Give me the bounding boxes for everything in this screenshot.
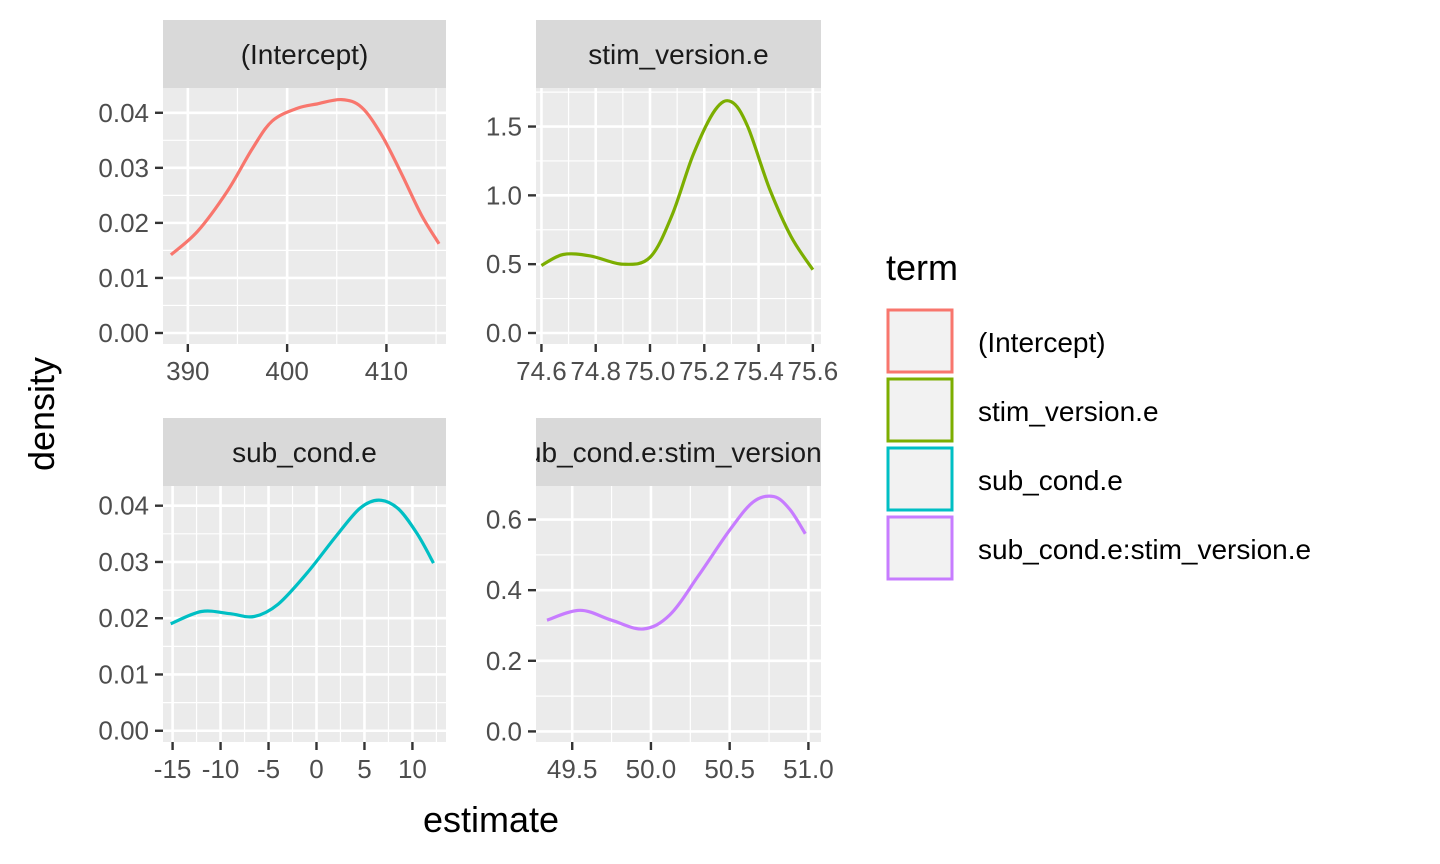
- legend-title: term: [886, 247, 958, 288]
- x-tick-label: 75.0: [625, 356, 676, 386]
- x-tick-label: 390: [166, 356, 209, 386]
- legend-key-intercept: [886, 308, 954, 374]
- density-line-sub-cond-e-stim-version-e: [546, 494, 807, 631]
- y-tick-label: 0.04: [98, 98, 149, 128]
- panel-background: [536, 88, 821, 344]
- strip-background: [536, 418, 821, 486]
- x-tick-label: 49.5: [547, 754, 598, 784]
- x-tick-label: -10: [202, 754, 240, 784]
- x-tick-label: 74.6: [516, 356, 567, 386]
- strip-background: [536, 20, 821, 88]
- x-tick-label: 75.2: [679, 356, 730, 386]
- strip-label: stim_version.e: [588, 39, 769, 70]
- x-tick-label: 75.4: [733, 356, 784, 386]
- strip-label: sub_cond.e:stim_version.e: [512, 437, 845, 468]
- x-tick-label: 5: [357, 754, 371, 784]
- x-tick-label: 51.0: [783, 754, 834, 784]
- strip-label: sub_cond.e: [232, 437, 377, 468]
- legend-entry-intercept: (Intercept): [886, 308, 1106, 374]
- legend-entry-sub-cond-e-stim-version-e: sub_cond.e:stim_version.e: [886, 515, 1311, 581]
- density-line-sub-cond-e: [170, 498, 435, 626]
- density-line-intercept: [169, 97, 441, 257]
- strip-background: [163, 418, 446, 486]
- legend-key-sub-cond-e: [886, 446, 954, 512]
- facet-sub-cond-e: sub_cond.e -15 -10 -5 0 5 10 0.00 0.01 0.02 0.03 0.…: [98, 418, 446, 784]
- y-tick-label: 0.5: [486, 249, 522, 279]
- legend-entry-stim-version-e: stim_version.e: [886, 377, 1159, 443]
- panel-background: [163, 486, 446, 742]
- legend-label: (Intercept): [978, 327, 1106, 358]
- legend-key-stim-version-e: [886, 377, 954, 443]
- y-tick-label: 1.5: [486, 112, 522, 142]
- x-tick-label: 50.5: [704, 754, 755, 784]
- legend-label: sub_cond.e:stim_version.e: [978, 534, 1311, 565]
- y-tick-label: 1.0: [486, 180, 522, 210]
- legend-label: sub_cond.e: [978, 465, 1123, 496]
- x-tick-label: 410: [365, 356, 408, 386]
- strip-background: [163, 20, 446, 88]
- y-tick-label: 0.0: [486, 716, 522, 746]
- y-tick-label: 0.4: [486, 575, 522, 605]
- y-tick-label: 0.6: [486, 505, 522, 535]
- x-tick-label: 74.8: [570, 356, 621, 386]
- y-tick-label: 0.02: [98, 603, 149, 633]
- y-tick-label: 0.01: [98, 659, 149, 689]
- y-axis-title: density: [21, 357, 62, 471]
- x-tick-label: -5: [257, 754, 280, 784]
- y-tick-label: 0.2: [486, 646, 522, 676]
- legend-key-sub-cond-e-stim-version-e: [886, 515, 954, 581]
- density-line-stim-version-e: [540, 99, 815, 271]
- x-tick-label: 10: [398, 754, 427, 784]
- x-tick-label: 400: [265, 356, 308, 386]
- y-tick-label: 0.00: [98, 318, 149, 348]
- legend-entry-sub-cond-e: sub_cond.e: [886, 446, 1123, 512]
- legend: term (Intercept) stim_version.e sub_cond.e…: [886, 247, 1311, 581]
- x-tick-label: -15: [154, 754, 192, 784]
- y-tick-label: 0.03: [98, 153, 149, 183]
- x-axis-title: estimate: [423, 799, 559, 840]
- facet-sub-cond-e-stim-version-e: sub_cond.e:stim_version.e 49.5 50.0 50.5 51.…: [486, 418, 845, 784]
- strip-label: (Intercept): [241, 39, 369, 70]
- y-tick-label: 0.00: [98, 716, 149, 746]
- y-tick-label: 0.03: [98, 547, 149, 577]
- legend-label: stim_version.e: [978, 396, 1159, 427]
- x-tick-label: 50.0: [626, 754, 677, 784]
- x-tick-label: 75.6: [788, 356, 839, 386]
- y-tick-label: 0.0: [486, 318, 522, 348]
- panel-background: [536, 486, 821, 742]
- facet-intercept: (Intercept) 390 400 410 0.00 0.01 0.02 0.03 0.04: [98, 20, 446, 386]
- y-tick-label: 0.01: [98, 263, 149, 293]
- y-tick-label: 0.04: [98, 491, 149, 521]
- y-tick-label: 0.02: [98, 208, 149, 238]
- facet-stim-version-e: stim_version.e 74.6 74.8 75.0 75.2 75.4 75.6 0.…: [486, 20, 838, 386]
- x-tick-label: 0: [309, 754, 323, 784]
